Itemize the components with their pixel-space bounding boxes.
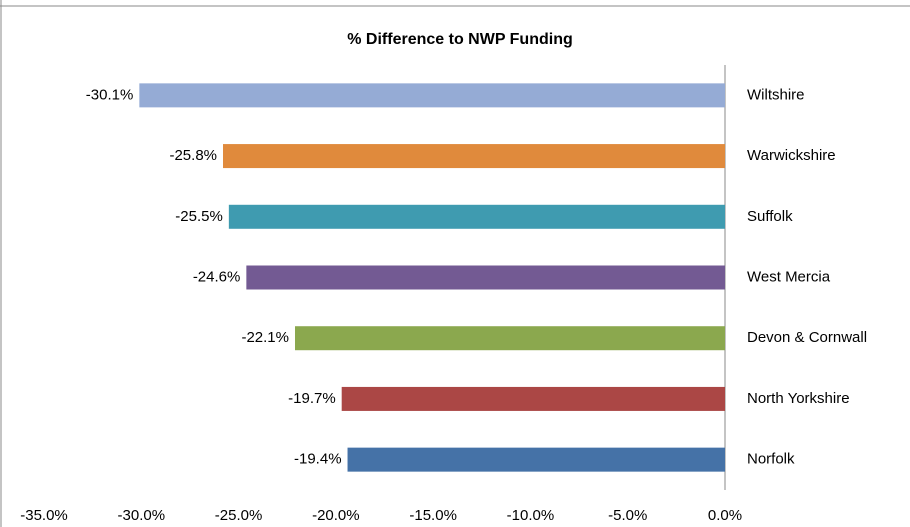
bar (341, 386, 725, 411)
bar (139, 83, 726, 108)
chart-title: % Difference to NWP Funding (347, 31, 572, 48)
value-label: -24.6% (193, 268, 241, 285)
bar (223, 144, 725, 169)
x-tick-label: -15.0% (409, 507, 457, 524)
value-label: -19.4% (294, 451, 342, 468)
y-tick-label: West Mercia (747, 268, 831, 285)
x-tick-label: -35.0% (20, 507, 68, 524)
x-tick-label: -20.0% (312, 507, 360, 524)
bar (347, 447, 725, 472)
bar (246, 265, 725, 290)
y-tick-label: Devon & Cornwall (747, 329, 867, 346)
y-tick-label: Suffolk (747, 208, 793, 225)
y-tick-label: Wiltshire (747, 86, 805, 103)
bar (294, 326, 725, 351)
y-tick-label: Norfolk (747, 451, 795, 468)
bar (228, 204, 726, 229)
value-label: -22.1% (241, 329, 289, 346)
x-tick-label: -25.0% (215, 507, 263, 524)
x-tick-label: -5.0% (608, 507, 647, 524)
y-tick-label: North Yorkshire (747, 390, 850, 407)
x-tick-label: -30.0% (118, 507, 166, 524)
value-label: -30.1% (86, 86, 134, 103)
x-tick-label: 0.0% (708, 507, 742, 524)
value-label: -25.5% (175, 208, 223, 225)
x-tick-label: -10.0% (507, 507, 555, 524)
value-label: -19.7% (288, 390, 336, 407)
y-tick-label: Warwickshire (747, 147, 836, 164)
value-label: -25.8% (169, 147, 217, 164)
